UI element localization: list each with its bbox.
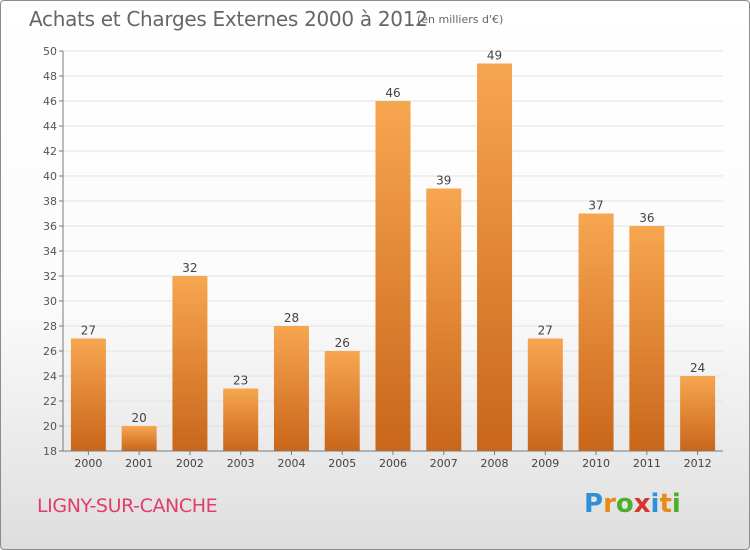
x-tick-label-2005: 2005	[328, 457, 356, 470]
logo-letter: i	[650, 489, 660, 519]
data-label-2005: 26	[335, 336, 350, 350]
y-tick-label: 32	[43, 270, 57, 283]
y-tick-label: 18	[43, 445, 57, 458]
bar-2008	[477, 63, 513, 451]
y-tick-label: 48	[43, 70, 57, 83]
bar-2011	[629, 226, 665, 451]
logo-letter: r	[603, 489, 616, 519]
chart-title: Achats et Charges Externes 2000 à 2012	[29, 7, 428, 31]
data-label-2012: 24	[690, 361, 705, 375]
y-tick-label: 40	[43, 170, 57, 183]
x-tick-label-2004: 2004	[277, 457, 305, 470]
logo-letter: x	[633, 489, 651, 519]
x-tick-label-2008: 2008	[481, 457, 509, 470]
y-tick-label: 22	[43, 395, 57, 408]
bar-2006	[375, 101, 411, 451]
x-tick-label-2009: 2009	[531, 457, 559, 470]
x-tick-label-2007: 2007	[430, 457, 458, 470]
axes: 18 20 22 24 26 28 30 32 34 36 38 40 42 44 46 48 50 2000 20…	[43, 45, 723, 470]
y-tick-label: 20	[43, 420, 57, 433]
x-tick-label-2006: 2006	[379, 457, 407, 470]
y-tick-label: 34	[43, 245, 57, 258]
y-tick-label: 24	[43, 370, 57, 383]
x-tick-label-2010: 2010	[582, 457, 610, 470]
y-tick-label: 42	[43, 145, 57, 158]
data-label-2003: 23	[233, 374, 248, 388]
y-tick-label: 38	[43, 195, 57, 208]
x-tick-label-2003: 2003	[227, 457, 255, 470]
x-tick-label-2002: 2002	[176, 457, 204, 470]
y-tick-label: 36	[43, 220, 57, 233]
bar-2002	[172, 276, 208, 451]
data-label-2011: 36	[639, 211, 654, 225]
bar-2004	[273, 326, 309, 451]
y-tick-label: 30	[43, 295, 57, 308]
data-label-2000: 27	[81, 324, 96, 338]
data-label-2010: 37	[588, 199, 603, 213]
logo-letter: o	[615, 489, 634, 519]
data-label-2004: 28	[284, 311, 299, 325]
data-labels: 27 20 32 23 28 26 46 39 49 27 37 36 24	[81, 49, 706, 426]
bar-2001	[121, 426, 157, 451]
bar-2012	[680, 376, 716, 451]
chart-unit-note: (en milliers d'€)	[417, 13, 504, 26]
bar-2007	[426, 188, 462, 451]
logo-letter: t	[659, 489, 672, 519]
data-label-2007: 39	[436, 174, 451, 188]
y-tick-label: 50	[43, 45, 57, 58]
logo-letter: P	[584, 489, 604, 519]
bar-2003	[223, 388, 259, 451]
data-label-2001: 20	[132, 411, 147, 425]
data-label-2008: 49	[487, 49, 502, 63]
x-tick-label-2011: 2011	[633, 457, 661, 470]
bar-2009	[527, 338, 563, 451]
y-tick-label: 28	[43, 320, 57, 333]
y-tick-label: 26	[43, 345, 57, 358]
proxiti-logo[interactable]: Proxiti	[584, 489, 681, 519]
bar-2005	[324, 351, 360, 451]
x-tick-label-2001: 2001	[125, 457, 153, 470]
logo-letter: i	[671, 489, 681, 519]
data-label-2006: 46	[385, 86, 400, 100]
bars	[70, 63, 716, 451]
data-label-2002: 32	[182, 261, 197, 275]
data-label-2009: 27	[538, 324, 553, 338]
bar-2000	[70, 338, 106, 451]
x-tick-label-2000: 2000	[74, 457, 102, 470]
x-tick-label-2012: 2012	[684, 457, 712, 470]
y-tick-label: 44	[43, 120, 57, 133]
y-tick-label: 46	[43, 95, 57, 108]
commune-name: LIGNY-SUR-CANCHE	[37, 495, 218, 517]
bar-2010	[578, 213, 614, 451]
